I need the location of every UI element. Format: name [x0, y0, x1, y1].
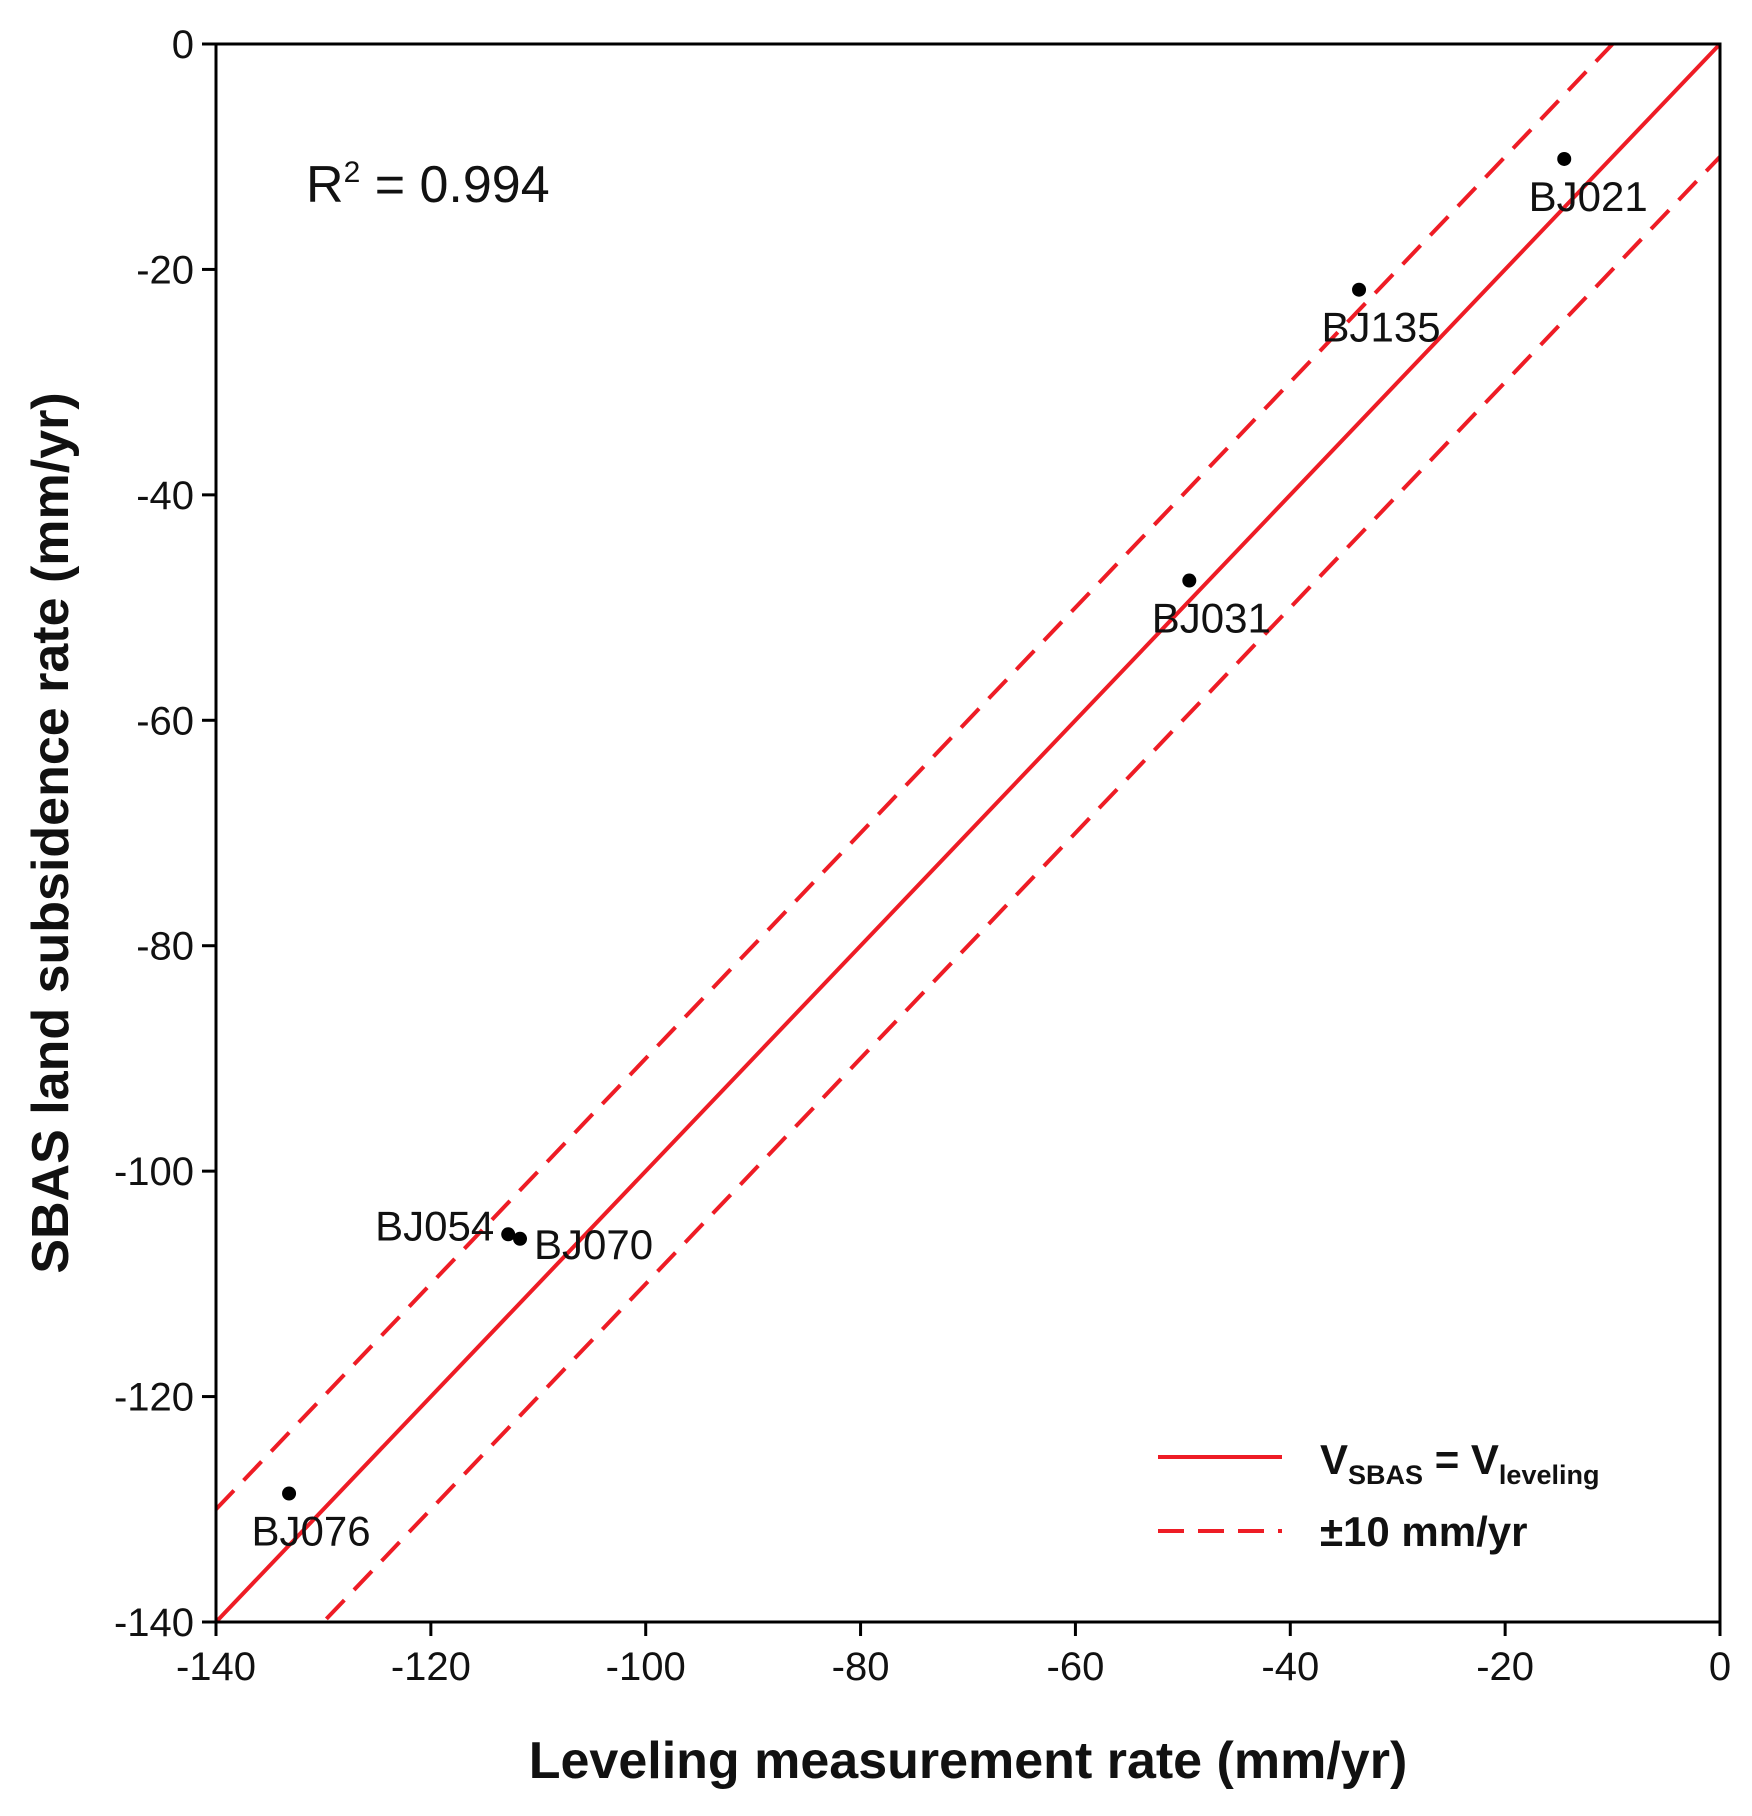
x-tick-label-7: 0: [1709, 1645, 1731, 1689]
legend: VSBAS = Vleveling ±10 mm/yr: [1158, 1436, 1599, 1555]
y-tick-label-3: -60: [136, 699, 194, 743]
y-tick-label-2: -40: [136, 474, 194, 518]
label-bj076: BJ076: [252, 1508, 371, 1555]
y-tick-label-5: -100: [114, 1150, 194, 1194]
point-bj135: [1352, 282, 1367, 297]
x-tick-label-5: -40: [1261, 1645, 1319, 1689]
reference-line-2: [320, 155, 1720, 1622]
x-axis-title: Leveling measurement rate (mm/yr): [529, 1732, 1408, 1790]
reference-line-1: [216, 44, 1616, 1511]
point-bj076: [282, 1486, 297, 1501]
legend-equals-v: = V: [1423, 1436, 1499, 1483]
point-bj070: [513, 1231, 528, 1246]
y-tick-label-7: -140: [114, 1601, 194, 1645]
reference-line-0: [216, 44, 1720, 1622]
point-labels: BJ021 BJ135 BJ031 BJ054 BJ070 BJ076: [252, 173, 1648, 1555]
label-bj031: BJ031: [1152, 595, 1271, 642]
r-symbol: R: [306, 156, 344, 214]
x-tick-label-3: -80: [832, 1645, 890, 1689]
axis-ticks: -140 -120 -100 -80 -60 -40 -20 0 0 -20 -40 -60 -80 -1…: [114, 23, 1731, 1689]
point-bj054: [501, 1227, 516, 1242]
r-value: = 0.994: [360, 156, 549, 214]
legend-label-identity: VSBAS = Vleveling: [1320, 1436, 1599, 1490]
plot-frame: [214, 42, 1722, 1624]
r-squared-annotation: R2 = 0.994: [306, 156, 550, 214]
point-bj031: [1182, 573, 1197, 588]
legend-v1: V: [1320, 1436, 1348, 1483]
x-tick-label-2: -100: [606, 1645, 686, 1689]
label-bj135: BJ135: [1321, 304, 1440, 351]
point-bj021: [1557, 151, 1572, 166]
y-tick-label-6: -120: [114, 1376, 194, 1420]
data-points: [282, 151, 1572, 1501]
y-tick-label-0: 0: [172, 23, 194, 67]
x-tick-label-6: -20: [1476, 1645, 1534, 1689]
label-bj054: BJ054: [375, 1202, 494, 1249]
legend-sub-leveling: leveling: [1499, 1460, 1600, 1490]
x-tick-label-4: -60: [1047, 1645, 1105, 1689]
legend-sub-sbas: SBAS: [1348, 1460, 1423, 1490]
y-axis-title: SBAS land subsidence rate (mm/yr): [22, 392, 80, 1273]
reference-lines: [216, 44, 1720, 1622]
label-bj021: BJ021: [1529, 173, 1648, 220]
y-tick-label-1: -20: [136, 248, 194, 292]
label-bj070: BJ070: [534, 1221, 653, 1268]
r-exponent: 2: [344, 156, 361, 189]
y-tick-label-4: -80: [136, 925, 194, 969]
x-tick-label-0: -140: [176, 1645, 256, 1689]
x-tick-label-1: -120: [391, 1645, 471, 1689]
legend-label-band: ±10 mm/yr: [1320, 1508, 1528, 1555]
